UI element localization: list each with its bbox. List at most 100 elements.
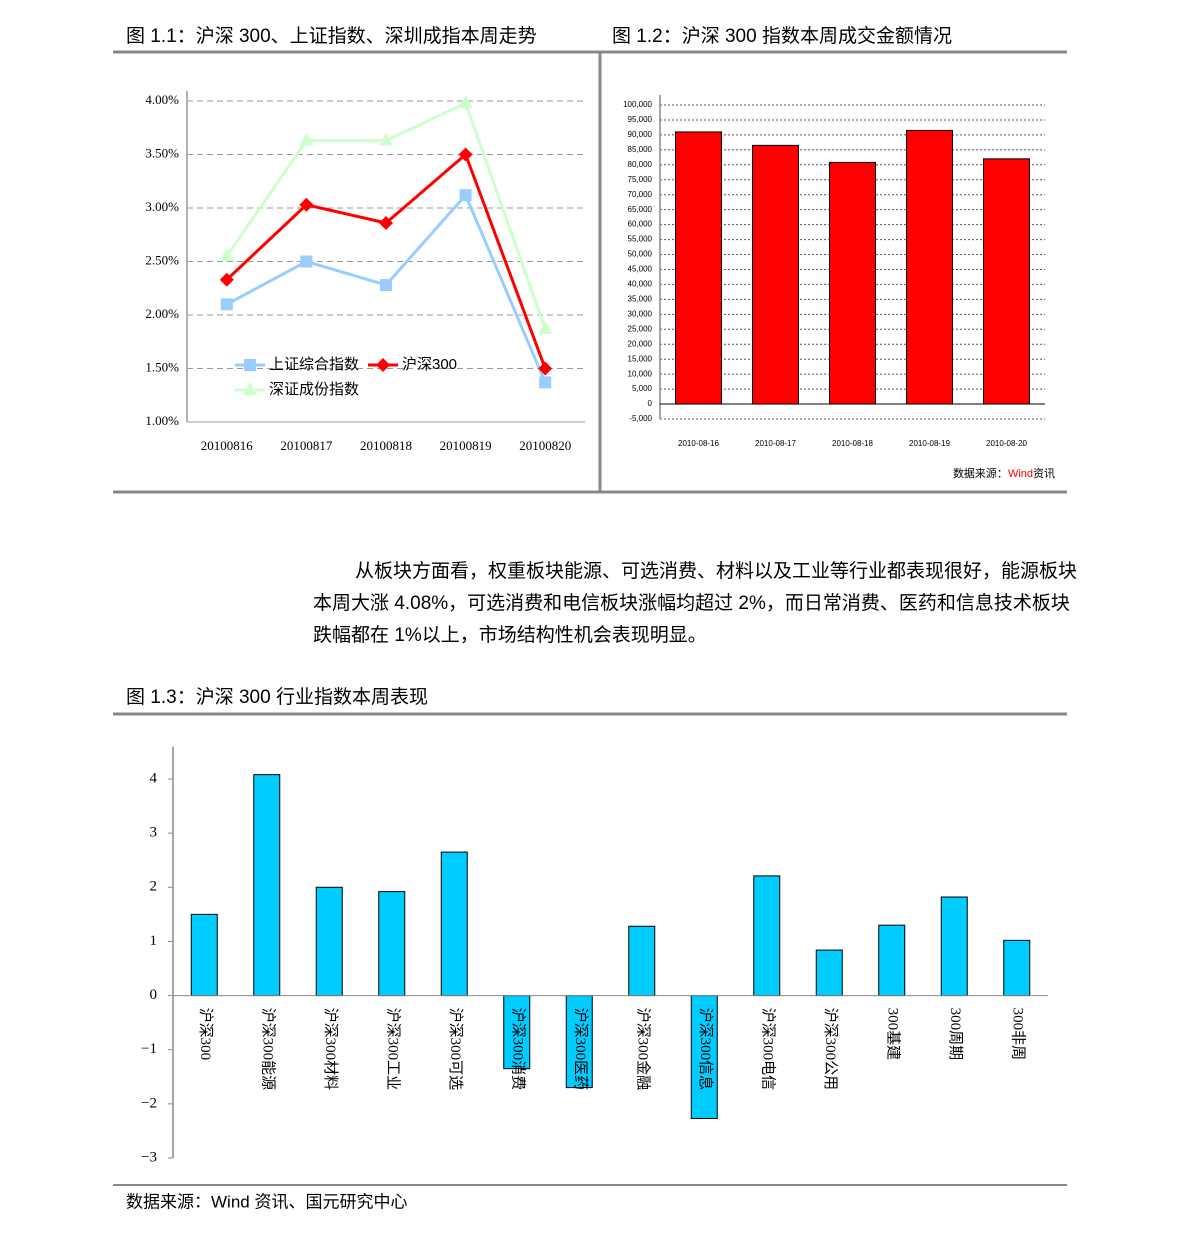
y-tick-label: 85,000: [628, 145, 653, 154]
x-tick-label: 20100817: [280, 438, 333, 453]
x-tick-label: 沪深300消费: [509, 1008, 526, 1091]
x-tick-label: 沪深300: [197, 1008, 214, 1061]
x-tick-label: 沪深300电信: [759, 1008, 776, 1091]
marker: [243, 382, 257, 395]
y-tick-label: 5,000: [632, 384, 653, 393]
x-tick-label: 2010-08-18: [832, 439, 873, 448]
marker: [458, 95, 473, 109]
y-tick-label: 55,000: [628, 235, 653, 244]
marker: [539, 376, 552, 389]
source-part: 资讯: [1033, 467, 1055, 480]
x-tick-label: 沪深300医药: [572, 1008, 589, 1091]
x-tick-label: 2010-08-20: [986, 439, 1027, 448]
x-tick-label: 2010-08-19: [909, 439, 950, 448]
marker: [380, 279, 392, 292]
bar: [675, 131, 722, 405]
marker: [299, 197, 314, 212]
bar: [940, 896, 968, 997]
x-tick-label: 20100820: [519, 438, 571, 453]
bar: [983, 158, 1030, 405]
legend-label: 沪深300: [402, 356, 457, 373]
paragraph: 从板块方面看，权重板块能源、可选消费、材料以及工业等行业都表现很好，能源板块本周…: [313, 561, 1078, 646]
marker: [300, 255, 313, 268]
bar: [829, 161, 876, 405]
y-tick-label: 4: [150, 770, 158, 786]
y-tick-label: 40,000: [628, 280, 653, 289]
source-part: Wind: [1008, 468, 1033, 480]
figure-caption: 图 1.3：沪深 300 行业指数本周表现: [126, 686, 428, 708]
marker: [379, 132, 393, 146]
marker: [244, 359, 256, 371]
bar: [253, 774, 281, 997]
x-tick-label: 沪深300工业: [384, 1008, 401, 1091]
y-tick-label: 20,000: [628, 339, 653, 348]
y-tick-label: 0: [648, 399, 653, 408]
y-tick-label: 35,000: [628, 294, 653, 303]
y-tick-label: 1: [150, 933, 158, 949]
y-tick-label: 45,000: [628, 265, 653, 274]
y-tick-label: 90,000: [628, 130, 653, 139]
y-tick-label: 0: [150, 987, 158, 1003]
y-tick-label: −3: [141, 1149, 157, 1165]
bar: [753, 875, 781, 997]
bar: [565, 995, 593, 1089]
source-note: 数据来源：Wind资讯: [953, 466, 1055, 480]
x-tick-label: 300基建: [884, 1008, 901, 1061]
y-tick-label: 75,000: [628, 175, 653, 184]
bar: [906, 129, 953, 405]
y-tick-label: 50,000: [628, 250, 653, 259]
legend-label: 上证综合指数: [269, 356, 359, 373]
x-tick-label: 沪深300能源: [259, 1008, 276, 1091]
bar: [1003, 939, 1031, 997]
y-tick-label: 30,000: [628, 309, 653, 318]
y-tick-label: 3.50%: [145, 145, 179, 160]
y-tick-label: 25,000: [628, 324, 653, 333]
x-tick-label: 20100819: [440, 438, 492, 453]
figure-caption: 图 1.1：沪深 300、上证指数、深圳成指本周走势: [126, 25, 537, 47]
bar: [315, 886, 343, 997]
x-tick-label: 沪深300材料: [322, 1008, 339, 1091]
y-tick-label: 65,000: [628, 205, 653, 214]
figure-caption: 图 1.2：沪深 300 指数本周成交金额情况: [612, 25, 952, 47]
bar: [378, 891, 406, 997]
marker: [538, 361, 553, 376]
bar: [752, 144, 799, 405]
y-tick-label: −1: [141, 1041, 157, 1057]
marker: [219, 272, 234, 287]
y-tick-label: -5,000: [629, 414, 652, 423]
y-tick-label: 1.00%: [145, 413, 179, 428]
y-tick-label: 70,000: [628, 190, 653, 199]
y-tick-label: 95,000: [628, 115, 653, 124]
y-tick-label: 4.00%: [145, 92, 179, 107]
bar: [190, 913, 218, 997]
y-tick-label: 80,000: [628, 160, 653, 169]
x-tick-label: 20100818: [360, 438, 412, 453]
bar: [878, 924, 906, 997]
y-tick-label: 60,000: [628, 220, 653, 229]
y-tick-label: 2.00%: [145, 306, 179, 321]
y-tick-label: 1.50%: [145, 359, 179, 374]
x-tick-label: 2010-08-17: [755, 439, 796, 448]
source-note: 数据来源：Wind 资讯、国元研究中心: [126, 1192, 407, 1211]
marker: [459, 189, 472, 202]
marker: [458, 147, 473, 162]
bar: [440, 851, 468, 997]
x-tick-label: 300非周: [1009, 1008, 1026, 1061]
x-tick-label: 沪深300可选: [447, 1008, 464, 1091]
y-tick-label: 2: [150, 879, 158, 895]
y-tick-label: −2: [141, 1095, 157, 1111]
bar: [815, 949, 843, 997]
y-tick-label: 10,000: [628, 369, 653, 378]
x-tick-label: 沪深300金融: [634, 1008, 651, 1091]
x-tick-label: 2010-08-16: [678, 439, 719, 448]
marker: [220, 298, 233, 311]
x-tick-label: 沪深300公用: [822, 1008, 839, 1091]
legend-label: 深证成份指数: [269, 381, 359, 398]
y-tick-label: 100,000: [623, 100, 652, 109]
y-tick-label: 2.50%: [145, 252, 179, 267]
source-part: 数据来源：: [953, 466, 1008, 480]
marker: [379, 215, 393, 230]
bar: [628, 925, 656, 997]
